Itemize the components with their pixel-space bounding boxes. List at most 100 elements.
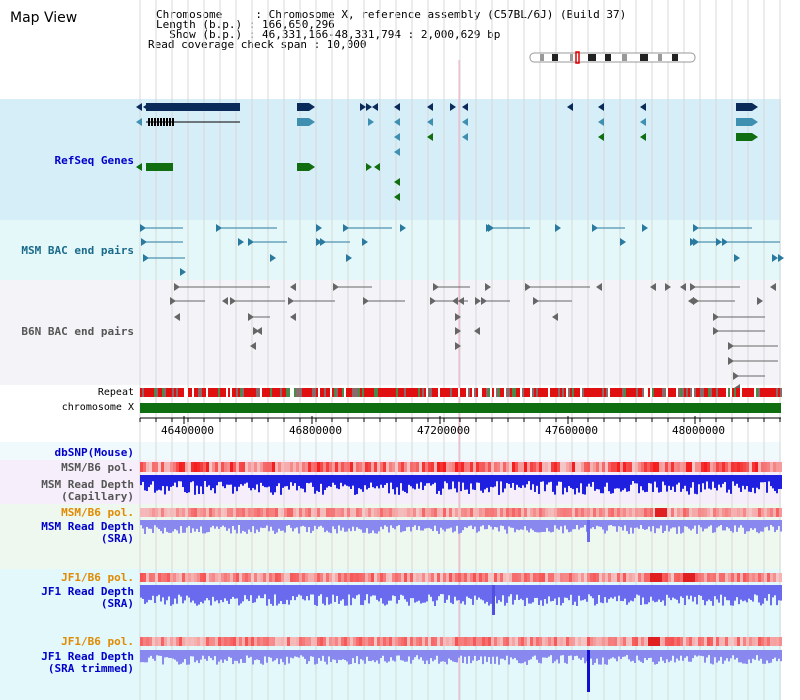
msm-sra-depth-bar (638, 520, 640, 529)
jf1-sra-depth-bar (466, 585, 468, 597)
msm-sra-depth-bar (262, 520, 264, 529)
msm-pol2-cell (320, 508, 323, 517)
track-label-b6n-bac[interactable]: B6N BAC end pairs (21, 325, 134, 338)
track-label-jf1-b6-pol[interactable]: JF1/B6 pol. (61, 571, 134, 584)
repeat-segment (308, 388, 310, 397)
track-label-jf1-b6-pol2[interactable]: JF1/B6 pol. (61, 635, 134, 648)
track-label-msm-depth-sra-1[interactable]: MSM Read Depth (41, 520, 134, 533)
jf1-sra-depth-bar (372, 585, 374, 596)
msm-pol-cell (725, 462, 728, 472)
jf1-trim-depth-bar (416, 650, 418, 656)
msm-pol2-cell (395, 508, 398, 517)
track-label-refseq[interactable]: RefSeq Genes (54, 154, 134, 167)
repeat-segment (226, 388, 228, 397)
repeat-segment (374, 388, 376, 397)
msm-cap-depth-bar (416, 475, 418, 484)
msm-pol-cell (404, 462, 407, 472)
repeat-segment (214, 388, 216, 397)
jf1-sra-depth-bar (452, 585, 454, 605)
repeat-segment (742, 388, 744, 397)
jf1-pol2-cell (746, 637, 749, 646)
msm-cap-depth-bar (332, 475, 334, 483)
repeat-segment (578, 388, 580, 397)
track-label-msm-bac[interactable]: MSM BAC end pairs (21, 244, 134, 257)
jf1-pol2-cell (596, 637, 599, 646)
jf1-trim-depth-bar (596, 650, 598, 659)
jf1-sra-depth-bar (380, 585, 382, 599)
repeat-segment (772, 388, 774, 397)
jf1-sra-depth-bar (166, 585, 168, 601)
b6n-bac-end (688, 297, 694, 305)
repeat-segment (476, 388, 478, 397)
jf1-pol-cell (710, 573, 713, 582)
msm-bac-pair-end (343, 224, 349, 232)
msm-pol2-cell (554, 508, 557, 517)
msm-cap-depth-bar (612, 475, 614, 494)
msm-pol2-cell (497, 508, 500, 517)
msm-sra-depth-bar (420, 520, 422, 531)
repeat-segment (570, 388, 572, 397)
jf1-sra-depth-bar (490, 585, 492, 604)
jf1-sra-depth-bar (186, 585, 188, 596)
track-label-msm-b6-pol2[interactable]: MSM/B6 pol. (61, 506, 134, 519)
jf1-trim-depth-bar (394, 650, 396, 662)
msm-pol2-cell (686, 508, 689, 517)
msm-pol-cell (443, 462, 446, 472)
jf1-sra-depth-bar (162, 585, 164, 598)
repeat-segment (702, 388, 704, 397)
jf1-trim-depth-bar (390, 650, 392, 658)
jf1-pol-cell (458, 573, 461, 582)
jf1-pol-cell (497, 573, 500, 582)
msm-sra-depth-bar (520, 520, 522, 530)
msm-sra-depth-bar (276, 520, 278, 533)
jf1-trim-depth-bar (412, 650, 414, 660)
track-label-msm-b6-pol[interactable]: MSM/B6 pol. (61, 461, 134, 474)
msm-sra-depth-bar (234, 520, 236, 530)
jf1-sra-depth-bar (176, 585, 178, 604)
repeat-segment (770, 388, 772, 397)
track-label-jf1-depth-trim-1[interactable]: JF1 Read Depth (41, 650, 134, 663)
jf1-trim-depth-bar (332, 650, 334, 660)
repeat-segment (524, 388, 526, 397)
jf1-pol2-cell (626, 637, 629, 646)
jf1-sra-depth-bar (562, 585, 564, 603)
msm-pol2-cell (485, 508, 488, 517)
msm-pol-cell (671, 462, 674, 472)
jf1-pol2-cell (635, 637, 638, 646)
repeat-segment (258, 388, 260, 397)
repeat-segment (376, 388, 378, 397)
msm-sra-depth-bar (142, 520, 144, 529)
jf1-trim-depth-bar (506, 650, 508, 656)
msm-pol2-cell (260, 508, 263, 517)
jf1-sra-depth-bar (234, 585, 236, 599)
jf1-trim-depth-bar (530, 650, 532, 660)
jf1-trim-depth-bar (766, 650, 768, 661)
msm-cap-depth-bar (292, 475, 294, 486)
jf1-trim-depth-bar (148, 650, 150, 658)
jf1-sra-depth-bar (746, 585, 748, 603)
track-label-msm-depth-cap-1[interactable]: MSM Read Depth (41, 478, 134, 491)
jf1-trim-depth-bar (702, 650, 704, 657)
jf1-trim-depth-bar (504, 650, 506, 661)
msm-pol-cell (743, 462, 746, 472)
repeat-segment (298, 388, 300, 397)
msm-cap-depth-bar (272, 475, 274, 495)
msm-sra-depth-bar (534, 520, 536, 532)
msm-pol2-cell (617, 508, 620, 517)
repeat-segment (714, 388, 716, 397)
msm-sra-depth-bar (464, 520, 466, 528)
jf1-pol2-cell (200, 637, 203, 646)
msm-bac-end (180, 268, 186, 276)
repeat-segment (640, 388, 642, 397)
track-label-dbsnp[interactable]: dbSNP(Mouse) (54, 446, 134, 459)
msm-sra-depth-bar (536, 520, 538, 533)
track-label-jf1-depth-sra-1[interactable]: JF1 Read Depth (41, 585, 134, 598)
jf1-pol2-cell (236, 637, 239, 646)
msm-pol2-cell (275, 508, 278, 517)
jf1-pol2-cell (491, 637, 494, 646)
jf1-pol2-cell (629, 637, 632, 646)
msm-sra-depth-bar (182, 520, 184, 533)
repeat-segment (754, 388, 756, 397)
jf1-pol-cell (371, 573, 374, 582)
